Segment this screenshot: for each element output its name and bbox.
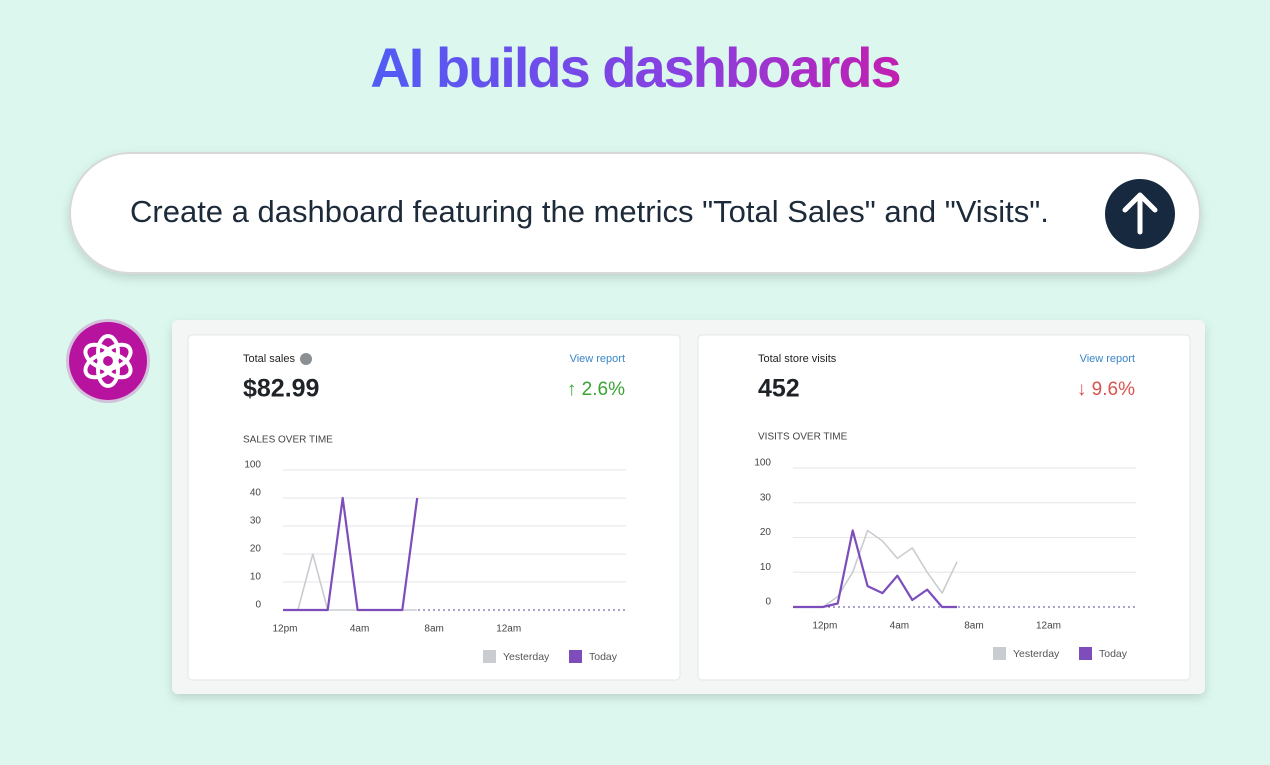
line-series [283,496,419,612]
y-tick-label: 30 [250,516,262,527]
y-tick-label: 20 [250,544,262,555]
y-tick-label: 40 [250,488,262,499]
metric-value: 452 [758,375,800,403]
x-tick-label: 12am [1036,621,1061,632]
line-series [793,529,957,609]
send-button[interactable] [1105,179,1175,249]
chart-title: SALES OVER TIME [243,435,333,446]
y-tick-label: 100 [244,460,261,471]
y-tick-label: 20 [760,527,772,538]
y-tick-label: 10 [760,562,772,573]
ai-logo [66,319,150,403]
legend-label: Today [1099,648,1128,660]
metric-label: Total sales [243,353,295,365]
line-series [822,529,958,608]
x-tick-label: 4am [890,621,909,632]
legend-swatch [569,650,582,663]
x-tick-label: 8am [964,621,983,632]
legend-swatch [993,647,1006,660]
metric-change: ↑ 2.6% [567,379,625,400]
y-tick-label: 30 [760,492,772,503]
chart-title: VISITS OVER TIME [758,432,848,443]
card [697,334,1191,681]
y-tick-label: 0 [765,597,771,608]
metric-change: ↓ 9.6% [1077,379,1135,400]
headline: AI builds dashboards [370,36,899,99]
legend-swatch [1079,647,1092,660]
view-report-link[interactable]: View report [1080,353,1135,365]
x-tick-label: 4am [350,624,369,635]
legend-label: Today [589,651,618,663]
metric-value: $82.99 [243,375,319,403]
help-icon [300,353,312,365]
view-report-link[interactable]: View report [570,353,625,365]
x-tick-label: 12pm [272,624,297,635]
legend-swatch [483,650,496,663]
prompt-box[interactable] [69,152,1201,274]
legend-label: Yesterday [503,651,550,663]
x-tick-label: 8am [424,624,443,635]
y-tick-label: 100 [754,458,771,469]
x-tick-label: 12am [496,624,521,635]
x-tick-label: 12pm [812,621,837,632]
legend-label: Yesterday [1013,648,1060,660]
card [187,334,681,681]
prompt-text: Create a dashboard featuring the metrics… [130,194,1049,229]
y-tick-label: 10 [250,572,262,583]
y-tick-label: 0 [255,600,261,611]
metric-label: Total store visits [758,353,837,365]
